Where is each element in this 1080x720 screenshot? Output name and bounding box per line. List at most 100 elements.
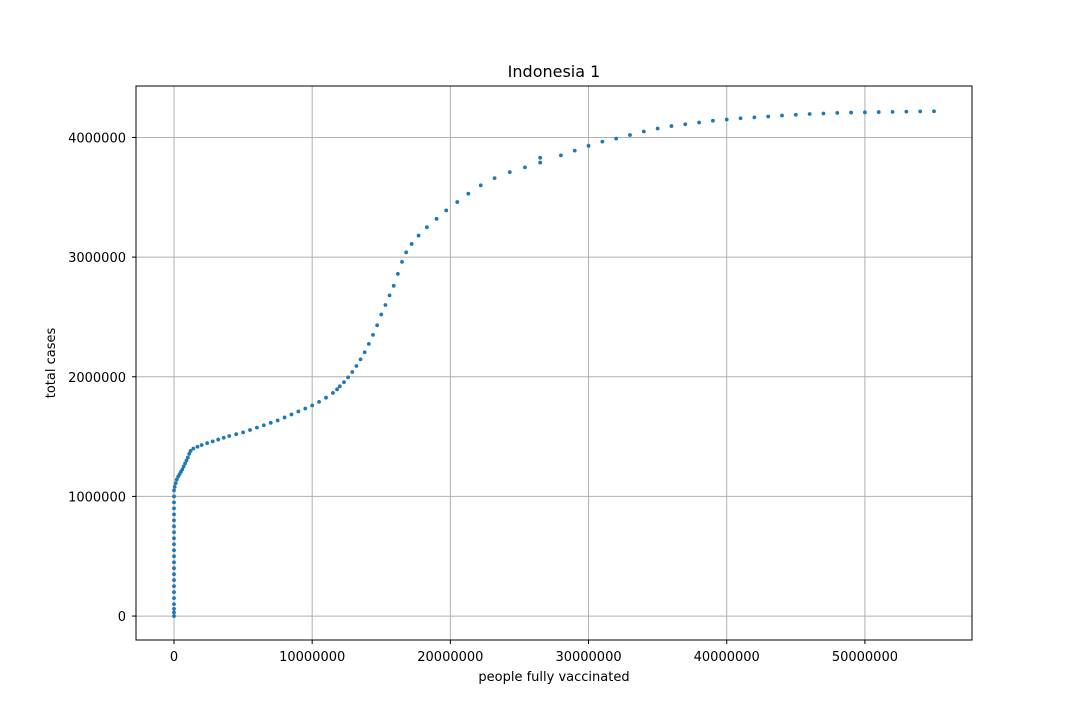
scatter-point: [172, 596, 176, 601]
scatter-point: [255, 425, 259, 430]
scatter-point: [404, 250, 409, 255]
scatter-point: [362, 350, 367, 355]
y-tick-label: 2000000: [68, 371, 126, 386]
scatter-point: [172, 578, 176, 583]
scatter-point: [752, 115, 757, 120]
scatter-point: [641, 129, 646, 134]
scatter-point: [350, 370, 355, 374]
scatter-point: [538, 155, 543, 160]
scatter-point: [507, 170, 512, 175]
scatter-point: [766, 114, 771, 119]
scatter-point: [711, 118, 715, 123]
scatter-point: [221, 435, 226, 440]
scatter-point: [241, 430, 245, 435]
scatter-point: [324, 395, 328, 400]
scatter-point: [444, 208, 449, 213]
x-tick-label: 30000000: [555, 650, 621, 665]
scatter-point: [172, 554, 176, 559]
scatter-point: [205, 441, 210, 446]
x-tick-label: 50000000: [832, 650, 898, 665]
scatter-point: [227, 434, 232, 438]
scatter-point: [849, 110, 853, 115]
scatter-point: [890, 109, 895, 114]
scatter-point: [669, 124, 674, 128]
x-tick-label: 20000000: [417, 650, 483, 665]
scatter-point: [863, 110, 867, 115]
scatter-point: [409, 242, 414, 246]
scatter-point: [234, 432, 239, 437]
scatter-point: [424, 225, 429, 230]
scatter-point: [383, 303, 388, 307]
scatter-point: [346, 375, 351, 380]
scatter-point: [172, 518, 176, 523]
chart-title: Indonesia 1: [508, 62, 601, 81]
scatter-point: [335, 387, 339, 392]
scatter-point: [932, 109, 936, 114]
scatter-point: [655, 126, 660, 131]
scatter-point: [187, 452, 192, 456]
scatter-point: [216, 437, 221, 442]
scatter-point: [173, 481, 178, 486]
scatter-point: [282, 415, 287, 420]
y-tick-label: 0: [118, 610, 126, 625]
scatter-point: [387, 293, 392, 298]
scatter-point: [275, 418, 280, 423]
scatter-point: [375, 323, 380, 328]
scatter-point: [337, 384, 342, 389]
scatter-point: [434, 216, 439, 221]
scatter-point: [174, 477, 179, 482]
scatter-point: [172, 560, 176, 565]
x-tick-label: 40000000: [694, 650, 760, 665]
scatter-point: [317, 399, 321, 404]
scatter-point: [807, 112, 812, 116]
y-axis-label: total cases: [44, 328, 59, 399]
scatter-point: [248, 428, 252, 432]
scatter-point: [391, 283, 396, 288]
scatter-point: [172, 610, 176, 615]
scatter-point: [835, 111, 840, 115]
scatter-point: [738, 116, 743, 121]
scatter-point: [876, 110, 881, 114]
scatter-point: [400, 259, 404, 264]
scatter-point: [310, 403, 315, 408]
scatter-point: [366, 341, 371, 346]
scatter-point: [172, 512, 176, 517]
scatter-point: [478, 183, 483, 188]
scatter-point: [600, 139, 605, 144]
scatter-point: [172, 500, 176, 505]
scatter-point: [172, 524, 176, 529]
scatter-point: [572, 148, 577, 153]
x-tick-label: 10000000: [279, 650, 345, 665]
scatter-point: [172, 606, 176, 611]
scatter-point: [303, 406, 308, 411]
axis-ticks: 0 10000000 20000000 30000000 40000000 5000000…: [68, 131, 898, 665]
scatter-point: [331, 391, 335, 395]
scatter-point: [614, 136, 619, 141]
scatter-point: [172, 548, 176, 553]
scatter-point: [538, 160, 543, 165]
scatter-point: [793, 112, 798, 117]
scatter-point: [371, 332, 375, 337]
scatter-point: [184, 458, 189, 463]
scatter-point: [195, 444, 200, 449]
scatter-point: [268, 420, 273, 425]
scatter-point: [172, 602, 176, 607]
scatter-point: [185, 455, 190, 460]
scatter-point: [697, 120, 701, 125]
scatter-point: [559, 153, 563, 158]
scatter-point: [172, 614, 176, 618]
scatter-point: [821, 111, 826, 116]
scatter-point: [395, 271, 400, 276]
scatter-point: [172, 542, 176, 547]
scatter-point: [296, 409, 301, 414]
scatter-point: [342, 380, 346, 385]
scatter-point: [180, 467, 185, 472]
scatter-point: [199, 443, 204, 447]
data-points: [172, 109, 936, 618]
scatter-point: [358, 357, 363, 362]
scatter-point: [172, 590, 176, 595]
scatter-point: [455, 200, 460, 204]
scatter-point: [172, 536, 176, 541]
